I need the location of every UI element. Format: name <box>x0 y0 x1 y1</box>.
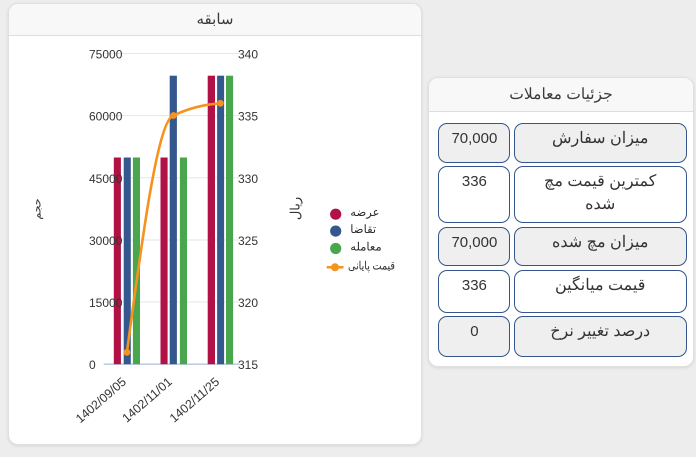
svg-text:315: 315 <box>238 358 258 372</box>
svg-text:340: 340 <box>238 48 258 62</box>
svg-text:قیمت پایانی: قیمت پایانی <box>348 259 395 272</box>
svg-text:75000: 75000 <box>89 48 123 62</box>
svg-text:60000: 60000 <box>89 110 123 124</box>
svg-text:حجم: حجم <box>32 198 44 219</box>
svg-text:1402/09/05: 1402/09/05 <box>73 375 129 426</box>
svg-text:325: 325 <box>238 234 258 248</box>
svg-text:تقاضا: تقاضا <box>350 223 376 236</box>
svg-text:335: 335 <box>238 110 258 124</box>
svg-text:0: 0 <box>89 358 96 372</box>
svg-text:45000: 45000 <box>89 172 123 186</box>
svg-text:330: 330 <box>238 172 258 186</box>
svg-text:معامله: معامله <box>350 241 381 254</box>
svg-text:30000: 30000 <box>89 234 123 248</box>
svg-text:1402/11/25: 1402/11/25 <box>167 375 222 426</box>
svg-text:ریال: ریال <box>288 197 304 220</box>
svg-text:1402/11/01: 1402/11/01 <box>119 375 174 426</box>
svg-text:320: 320 <box>238 296 258 310</box>
svg-text:15000: 15000 <box>89 296 123 310</box>
svg-text:عرضه: عرضه <box>350 207 379 219</box>
